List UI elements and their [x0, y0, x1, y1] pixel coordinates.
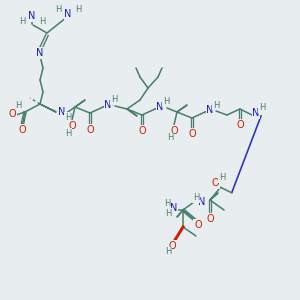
Text: O: O: [168, 241, 176, 251]
Text: O: O: [211, 178, 219, 188]
Text: N: N: [206, 105, 214, 115]
Text: H: H: [219, 173, 225, 182]
Text: H: H: [165, 248, 171, 256]
Text: O: O: [68, 121, 76, 131]
Text: H: H: [167, 134, 173, 142]
Text: N: N: [104, 100, 112, 110]
Polygon shape: [177, 210, 183, 217]
Text: H: H: [39, 17, 45, 26]
Text: N: N: [252, 108, 260, 118]
Text: H: H: [213, 100, 219, 109]
Text: H: H: [65, 112, 71, 122]
Text: O: O: [194, 220, 202, 230]
Text: N: N: [64, 9, 72, 19]
Text: N: N: [170, 203, 178, 213]
Polygon shape: [127, 109, 137, 116]
Text: O: O: [18, 125, 26, 135]
Text: N: N: [58, 107, 66, 117]
Text: N: N: [36, 48, 44, 58]
Text: N: N: [156, 102, 164, 112]
Text: O: O: [188, 129, 196, 139]
Text: N: N: [28, 11, 36, 21]
Text: H: H: [193, 194, 199, 202]
Text: H: H: [165, 208, 171, 217]
Text: H: H: [19, 17, 25, 26]
Text: H: H: [55, 5, 61, 14]
Text: H: H: [75, 5, 81, 14]
Text: H: H: [164, 200, 170, 208]
Text: H: H: [259, 103, 265, 112]
Polygon shape: [40, 104, 56, 112]
Text: H: H: [111, 95, 117, 104]
Text: O: O: [236, 120, 244, 130]
Polygon shape: [210, 193, 218, 200]
Text: H: H: [65, 128, 71, 137]
Polygon shape: [177, 105, 187, 112]
Text: O: O: [170, 126, 178, 136]
Text: O: O: [206, 214, 214, 224]
Text: N: N: [198, 197, 206, 207]
Polygon shape: [75, 100, 85, 107]
Text: H: H: [163, 98, 169, 106]
Text: O: O: [86, 125, 94, 135]
Text: H: H: [15, 101, 21, 110]
Text: O: O: [138, 126, 146, 136]
Text: O: O: [8, 109, 16, 119]
